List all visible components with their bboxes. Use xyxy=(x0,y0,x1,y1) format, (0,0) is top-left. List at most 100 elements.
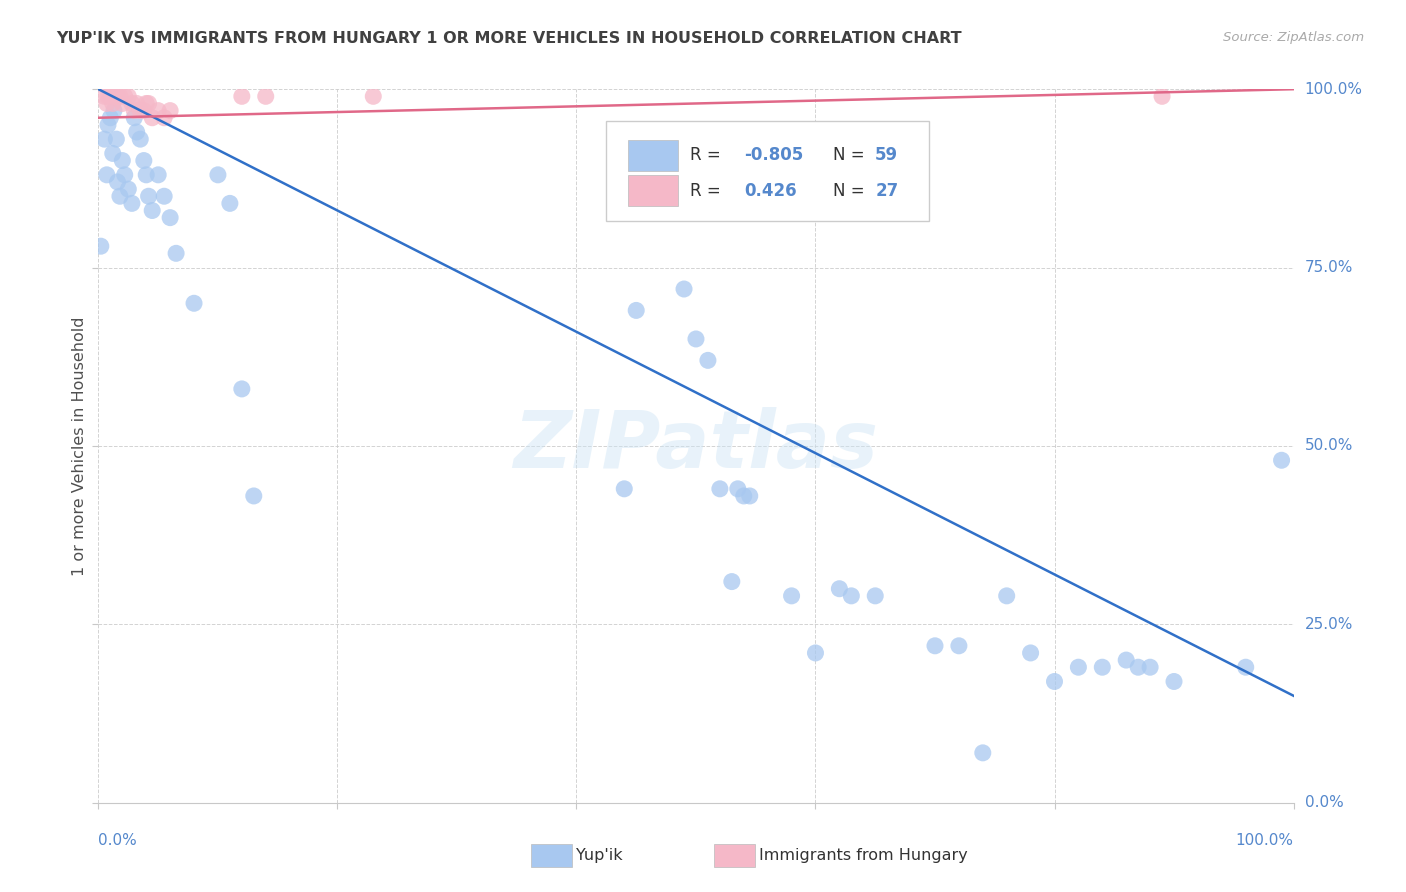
Point xyxy=(721,574,744,589)
Point xyxy=(129,132,152,146)
Point xyxy=(709,482,731,496)
FancyBboxPatch shape xyxy=(606,121,929,221)
Text: ZIPatlas: ZIPatlas xyxy=(513,407,879,485)
Point xyxy=(219,196,242,211)
Point xyxy=(105,89,128,103)
Point xyxy=(98,89,122,103)
Text: 25.0%: 25.0% xyxy=(1305,617,1353,632)
Point xyxy=(1043,674,1066,689)
Point xyxy=(105,132,128,146)
Point xyxy=(138,96,160,111)
Point xyxy=(97,89,120,103)
Point xyxy=(828,582,851,596)
Point xyxy=(121,196,143,211)
Text: 0.0%: 0.0% xyxy=(1305,796,1343,810)
Point xyxy=(132,153,155,168)
Point xyxy=(165,246,187,260)
Point xyxy=(1115,653,1137,667)
Point xyxy=(363,89,385,103)
Point xyxy=(98,111,122,125)
Point xyxy=(97,118,120,132)
Point xyxy=(924,639,946,653)
Y-axis label: 1 or more Vehicles in Household: 1 or more Vehicles in Household xyxy=(72,317,87,575)
Point xyxy=(738,489,761,503)
Point xyxy=(995,589,1018,603)
Point xyxy=(697,353,720,368)
Point xyxy=(733,489,755,503)
Point xyxy=(972,746,994,760)
Point xyxy=(254,89,277,103)
Point xyxy=(138,189,160,203)
Text: Yup'ik: Yup'ik xyxy=(576,848,623,863)
Text: -0.805: -0.805 xyxy=(744,146,803,164)
Text: 0.426: 0.426 xyxy=(744,182,796,200)
Point xyxy=(101,146,124,161)
Point xyxy=(1271,453,1294,467)
Text: YUP'IK VS IMMIGRANTS FROM HUNGARY 1 OR MORE VEHICLES IN HOUSEHOLD CORRELATION CH: YUP'IK VS IMMIGRANTS FROM HUNGARY 1 OR M… xyxy=(56,31,962,46)
Point xyxy=(125,96,148,111)
Text: Immigrants from Hungary: Immigrants from Hungary xyxy=(759,848,967,863)
Point xyxy=(114,89,136,103)
Point xyxy=(132,103,155,118)
Text: 100.0%: 100.0% xyxy=(1236,833,1294,848)
Point xyxy=(124,111,146,125)
Point xyxy=(111,96,134,111)
Point xyxy=(673,282,696,296)
Point xyxy=(153,189,176,203)
Point xyxy=(148,103,170,118)
Point xyxy=(207,168,229,182)
Point xyxy=(1019,646,1042,660)
Point xyxy=(117,89,139,103)
Point xyxy=(111,153,134,168)
FancyBboxPatch shape xyxy=(628,140,678,171)
Point xyxy=(103,103,125,118)
Point xyxy=(1234,660,1257,674)
Point xyxy=(141,203,163,218)
Point xyxy=(93,89,115,103)
Point xyxy=(1128,660,1150,674)
Point xyxy=(121,96,143,111)
Point xyxy=(159,211,181,225)
Point xyxy=(141,111,163,125)
Point xyxy=(231,382,253,396)
FancyBboxPatch shape xyxy=(628,175,678,206)
Point xyxy=(108,89,131,103)
Text: 100.0%: 100.0% xyxy=(1305,82,1362,96)
Point xyxy=(685,332,707,346)
Text: 50.0%: 50.0% xyxy=(1305,439,1353,453)
Text: Source: ZipAtlas.com: Source: ZipAtlas.com xyxy=(1223,31,1364,45)
Point xyxy=(90,239,112,253)
Point xyxy=(1150,89,1173,103)
Text: N =: N = xyxy=(834,182,865,200)
Point xyxy=(107,89,129,103)
Point xyxy=(114,168,136,182)
Point xyxy=(780,589,803,603)
Point xyxy=(613,482,636,496)
Point xyxy=(93,132,115,146)
Point xyxy=(839,589,862,603)
Point xyxy=(159,103,181,118)
Point xyxy=(108,189,131,203)
Point xyxy=(129,103,152,118)
Point xyxy=(727,482,749,496)
Point xyxy=(153,111,176,125)
Point xyxy=(148,168,170,182)
Point xyxy=(135,168,157,182)
Text: 0.0%: 0.0% xyxy=(98,833,138,848)
Text: 75.0%: 75.0% xyxy=(1305,260,1353,275)
Point xyxy=(1091,660,1114,674)
Point xyxy=(624,303,647,318)
Point xyxy=(1067,660,1090,674)
Point xyxy=(117,182,139,196)
Point xyxy=(135,96,157,111)
Point xyxy=(125,125,148,139)
Point xyxy=(948,639,970,653)
Point xyxy=(1139,660,1161,674)
Point xyxy=(103,89,125,103)
Text: 59: 59 xyxy=(875,146,898,164)
Point xyxy=(96,96,118,111)
Point xyxy=(183,296,205,310)
Text: R =: R = xyxy=(690,146,721,164)
Text: 27: 27 xyxy=(875,182,898,200)
Point xyxy=(107,175,129,189)
